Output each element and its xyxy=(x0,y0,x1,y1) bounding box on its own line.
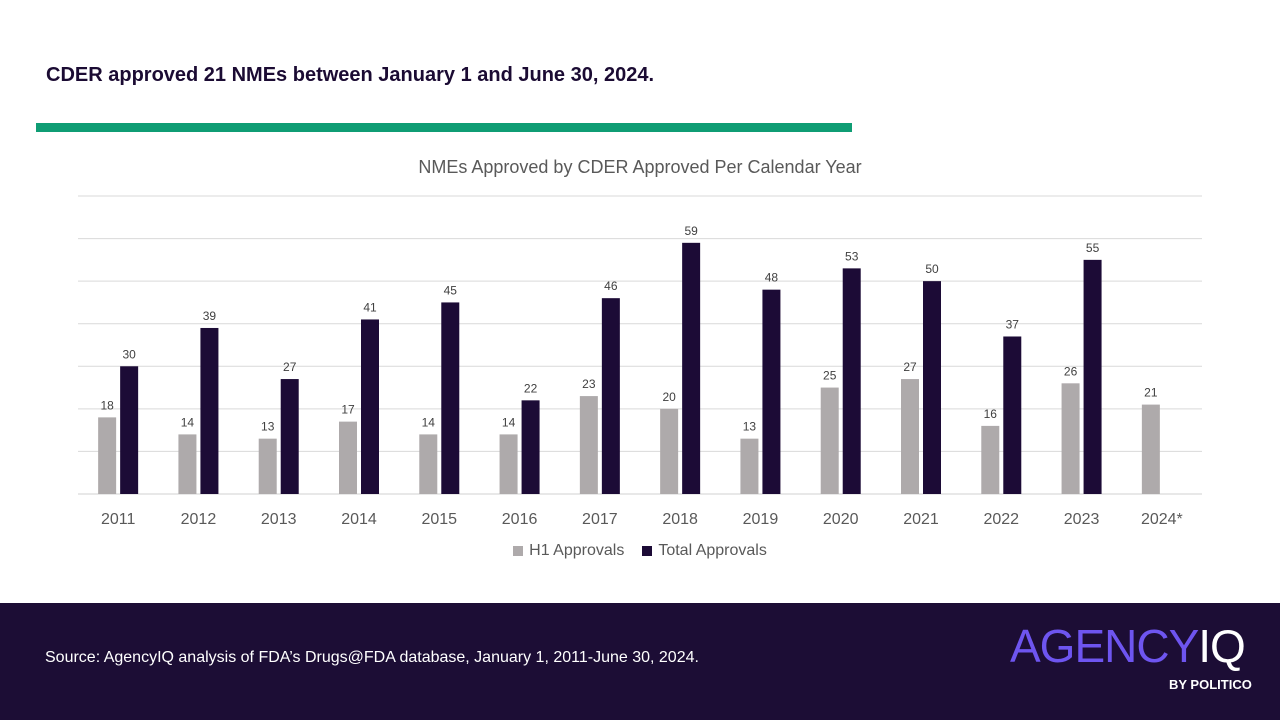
bar-h1 xyxy=(1141,404,1160,494)
bar-total xyxy=(842,268,861,494)
data-label-h1: 25 xyxy=(823,369,837,383)
bar-chart: 1830201114392012132720131741201414452015… xyxy=(78,195,1202,528)
bar-h1 xyxy=(579,396,598,494)
source-note: Source: AgencyIQ analysis of FDA’s Drugs… xyxy=(45,649,699,666)
bar-total xyxy=(923,281,941,494)
x-tick-label: 2016 xyxy=(502,511,538,528)
bar-total xyxy=(280,379,299,494)
bar-h1 xyxy=(419,434,438,494)
x-tick-label: 2021 xyxy=(903,511,939,528)
data-label-h1: 27 xyxy=(903,360,917,374)
bar-h1 xyxy=(820,387,839,494)
bar-h1 xyxy=(981,425,1000,494)
data-label-h1: 18 xyxy=(100,398,114,412)
x-tick-label: 2022 xyxy=(983,511,1019,528)
logo-wordmark-iq: IQ xyxy=(1198,620,1246,672)
data-label-h1: 21 xyxy=(1144,386,1158,400)
x-tick-label: 2017 xyxy=(582,511,618,528)
data-label-h1: 14 xyxy=(181,415,195,429)
x-tick-label: 2018 xyxy=(662,511,698,528)
bar-h1 xyxy=(339,421,357,494)
bar-total xyxy=(441,302,460,494)
legend-item-h1: H1 Approvals xyxy=(513,542,624,560)
data-label-total: 41 xyxy=(363,300,377,314)
bar-h1 xyxy=(98,417,117,494)
data-label-h1: 14 xyxy=(502,415,516,429)
x-tick-label: 2019 xyxy=(743,511,779,528)
data-label-total: 48 xyxy=(765,271,779,285)
page-headline: CDER approved 21 NMEs between January 1 … xyxy=(46,64,655,86)
bar-h1 xyxy=(258,438,277,494)
data-label-total: 45 xyxy=(444,283,458,297)
bar-h1 xyxy=(178,434,197,494)
data-label-h1: 20 xyxy=(662,390,676,404)
data-label-h1: 13 xyxy=(743,420,757,434)
legend-swatch-total xyxy=(642,546,653,556)
logo-byline: BY POLITICO xyxy=(1169,677,1252,692)
x-tick-label: 2011 xyxy=(101,511,136,528)
bar-h1 xyxy=(660,408,679,494)
bar-total xyxy=(762,289,781,494)
x-tick-label: 2012 xyxy=(181,511,217,528)
legend-label-total: Total Approvals xyxy=(658,542,767,559)
x-tick-label: 2014 xyxy=(341,511,377,528)
data-label-h1: 17 xyxy=(341,403,355,417)
bar-h1 xyxy=(499,434,518,494)
bar-total xyxy=(120,366,139,494)
chart-legend: H1 Approvals Total Approvals xyxy=(0,542,1280,560)
bar-h1 xyxy=(901,379,919,494)
agencyiq-logo: AGENCYIQ xyxy=(1010,620,1246,672)
x-tick-label: 2024* xyxy=(1141,511,1183,528)
data-label-h1: 23 xyxy=(582,377,596,391)
data-label-total: 37 xyxy=(1006,317,1020,331)
x-tick-label: 2023 xyxy=(1064,511,1100,528)
data-label-total: 59 xyxy=(684,224,698,238)
bar-total xyxy=(1083,259,1102,494)
data-label-total: 22 xyxy=(524,381,538,395)
data-label-total: 39 xyxy=(203,309,217,323)
x-tick-label: 2013 xyxy=(261,511,297,528)
legend-item-total: Total Approvals xyxy=(642,542,767,560)
bar-total xyxy=(1003,336,1022,494)
logo-wordmark-agency: AGENCY xyxy=(1010,620,1199,672)
data-label-h1: 26 xyxy=(1064,364,1078,378)
bar-total xyxy=(361,319,379,494)
bar-h1 xyxy=(1061,383,1080,494)
data-label-h1: 13 xyxy=(261,420,275,434)
legend-swatch-h1 xyxy=(513,546,524,556)
data-label-total: 30 xyxy=(122,347,136,361)
bar-total xyxy=(682,242,701,494)
chart-title: NMEs Approved by CDER Approved Per Calen… xyxy=(418,157,862,177)
accent-divider xyxy=(36,123,852,132)
data-label-total: 27 xyxy=(283,360,297,374)
bar-total xyxy=(200,327,219,494)
bar-h1 xyxy=(740,438,759,494)
data-label-h1: 16 xyxy=(984,407,998,421)
legend-label-h1: H1 Approvals xyxy=(529,542,625,559)
bar-total xyxy=(601,298,620,494)
data-label-total: 46 xyxy=(604,279,618,293)
data-label-h1: 14 xyxy=(422,415,436,429)
data-label-total: 53 xyxy=(845,249,859,263)
x-tick-label: 2020 xyxy=(823,511,859,528)
x-tick-label: 2015 xyxy=(421,511,457,528)
bar-total xyxy=(521,400,540,494)
data-label-total: 55 xyxy=(1086,241,1100,255)
footer-bar: Source: AgencyIQ analysis of FDA’s Drugs… xyxy=(0,603,1280,720)
data-label-total: 50 xyxy=(925,262,939,276)
